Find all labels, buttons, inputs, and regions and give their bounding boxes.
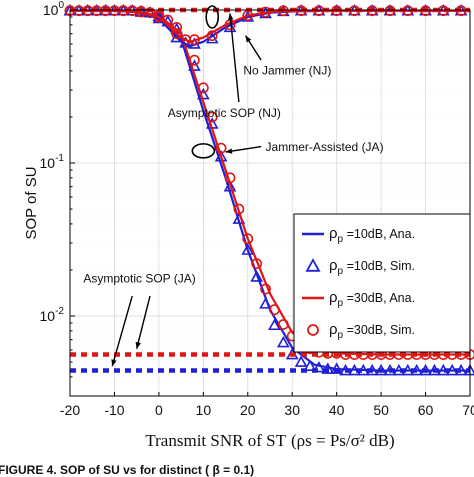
sim-circle-point <box>420 5 431 17</box>
annotation-arrow-line <box>135 295 151 350</box>
x-tick-label: 70 <box>462 402 474 418</box>
nj-ellipse <box>205 5 220 29</box>
x-tick-label: 20 <box>240 402 256 418</box>
y-tick-label: 10-2 <box>40 306 65 324</box>
annotation-no-jammer: No Jammer (NJ) <box>243 63 331 77</box>
y-axis-label: SOP of SU <box>23 166 40 239</box>
y-tick-label: 10-1 <box>40 153 65 171</box>
sim-circle-point <box>233 203 245 215</box>
sim-circle-point <box>171 28 183 40</box>
sim-circle-point <box>251 258 263 270</box>
axis-labels: SOP of SU Transmit SNR of ST (ρs = Ps/σ² … <box>23 166 395 450</box>
sim-triangle-point <box>303 359 317 371</box>
sim-triangle-point <box>223 180 237 192</box>
legend-circle-swatch <box>307 324 319 336</box>
sim-circle-point <box>206 111 218 123</box>
sim-circle-point <box>189 54 200 66</box>
annotation-arrow-line <box>229 13 240 103</box>
sim-circle-point <box>100 5 111 17</box>
x-axis-label-text: Transmit SNR of ST <box>145 431 286 450</box>
legend-entry-label: ρp =10dB, Sim. <box>329 257 415 277</box>
annotation-arrow-line <box>111 295 133 367</box>
sim-circle-point <box>277 5 289 17</box>
sim-triangle-point <box>312 360 326 373</box>
figure-caption: FIGURE 4. SOP of SU vs for distinct ( β … <box>0 463 254 477</box>
sim-triangle-point <box>268 318 281 331</box>
annotation-arrow-head <box>111 359 117 367</box>
sim-triangle-point <box>276 335 290 348</box>
legend-entry-label: ρp =30dB, Ana. <box>329 289 415 309</box>
sim-triangle-point <box>223 20 237 33</box>
sim-triangle-point <box>214 150 228 162</box>
sim-triangle-point <box>259 297 272 309</box>
sim-circle-point <box>277 319 289 330</box>
x-tick-label: 50 <box>373 402 389 418</box>
sim-triangle-point <box>205 31 219 44</box>
sim-triangle-point <box>294 355 308 367</box>
x-tick-label: 10 <box>196 402 212 418</box>
x-tick-label: -10 <box>104 402 124 418</box>
sim-circle-point <box>269 304 280 316</box>
x-tick-label: 0 <box>155 402 163 418</box>
sim-circle-point <box>224 172 236 184</box>
legend-triangle-swatch <box>305 258 321 272</box>
annotation-jammer-assisted: Jammer-Assisted (JA) <box>266 140 384 154</box>
annotation-asymptotic-ja: Asymptotic SOP (JA) <box>83 272 195 286</box>
sim-circle-point <box>242 233 254 245</box>
x-tick-label: 60 <box>418 402 434 418</box>
ja-ellipse <box>191 143 216 159</box>
sim-circle-point <box>331 5 343 17</box>
annotation-arrow-head <box>245 35 252 43</box>
series-group <box>63 4 474 376</box>
x-tick-label: 30 <box>284 402 300 418</box>
sim-circle-point <box>215 142 227 154</box>
annotation-arrow-head <box>135 341 141 349</box>
ticks: -20 -10 0 10 20 30 40 50 60 70 100 10-1 10-2 <box>40 0 474 418</box>
legend-entry-label: ρp =10dB, Ana. <box>329 225 415 245</box>
x-axis-label: Transmit SNR of ST (ρs = Ps/σ² dB) <box>145 431 394 450</box>
sim-circle-point <box>197 82 209 94</box>
axes-frame <box>69 9 471 397</box>
sim-triangle-point <box>241 243 255 255</box>
sim-circle-point <box>206 30 218 42</box>
annotations: No Jammer (NJ) Asymptotic SOP (NJ) Jammer-… <box>83 5 384 367</box>
x-tick-label: -20 <box>60 402 80 418</box>
sim-circle-point <box>153 11 165 23</box>
sim-circle-point <box>189 34 200 46</box>
annotation-arrow-head <box>225 148 233 154</box>
sim-triangle-point <box>250 270 264 282</box>
legend-box <box>293 213 471 353</box>
x-tick-label: 40 <box>329 402 345 418</box>
legend-entry-label: ρp =30dB, Sim. <box>329 321 415 341</box>
x-axis-formula: (ρs = Ps/σ² dB) <box>291 431 395 450</box>
annotation-asymptotic-nj: Asymptotic SOP (NJ) <box>168 106 281 120</box>
annotation-arrow-head <box>227 13 234 21</box>
y-tick-label: 100 <box>43 0 65 18</box>
sim-circle-point <box>260 283 271 295</box>
legend: ρp =10dB, Ana. ρp =10dB, Sim. ρp =30dB, An… <box>293 213 471 353</box>
